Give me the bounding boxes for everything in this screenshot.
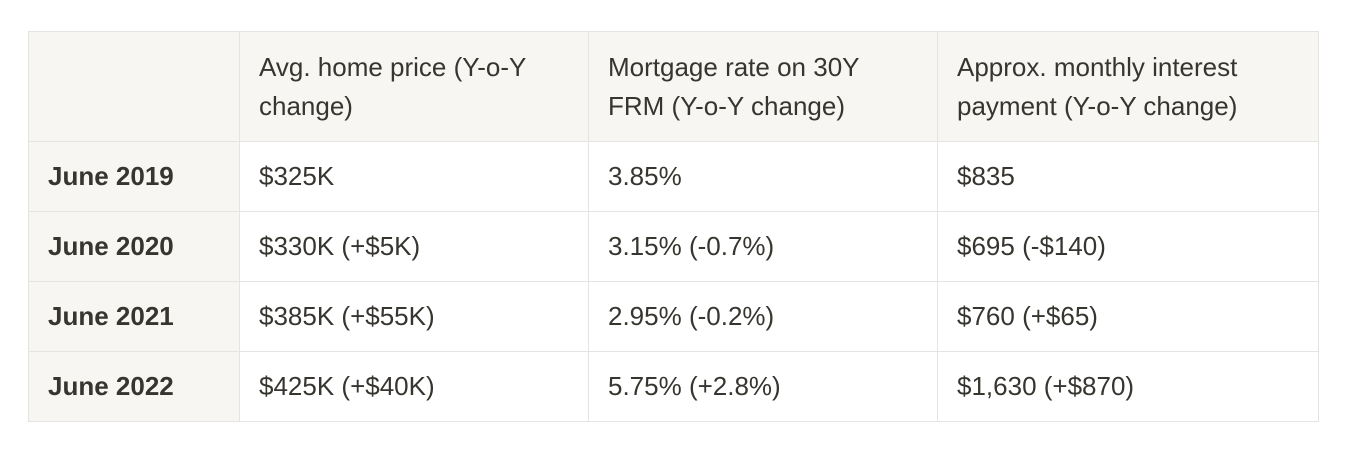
row-header-cell: June 2021 [28,281,240,352]
header-cell-home-price: Avg. home price (Y-o-Y change) [239,31,589,142]
mortgage-rate-cell: 5.75% (+2.8%) [588,351,938,422]
header-cell-empty [28,31,240,142]
home-price-cell: $425K (+$40K) [239,351,589,422]
home-price-cell: $330K (+$5K) [239,211,589,282]
row-header-cell: June 2020 [28,211,240,282]
header-cell-mortgage-rate: Mortgage rate on 30Y FRM (Y-o-Y change) [588,31,938,142]
monthly-payment-cell: $760 (+$65) [937,281,1319,352]
table-row: June 2019 $325K 3.85% $835 [28,141,1319,212]
home-price-cell: $325K [239,141,589,212]
comparison-table-container: Avg. home price (Y-o-Y change) Mortgage … [28,31,1319,422]
mortgage-rate-cell: 2.95% (-0.2%) [588,281,938,352]
home-price-cell: $385K (+$55K) [239,281,589,352]
header-cell-monthly-payment: Approx. monthly interest payment (Y-o-Y … [937,31,1319,142]
table-header-row: Avg. home price (Y-o-Y change) Mortgage … [28,31,1319,142]
table-row: June 2021 $385K (+$55K) 2.95% (-0.2%) $7… [28,281,1319,352]
table-row: June 2020 $330K (+$5K) 3.15% (-0.7%) $69… [28,211,1319,282]
monthly-payment-cell: $1,630 (+$870) [937,351,1319,422]
mortgage-rate-cell: 3.85% [588,141,938,212]
monthly-payment-cell: $835 [937,141,1319,212]
monthly-payment-cell: $695 (-$140) [937,211,1319,282]
row-header-cell: June 2019 [28,141,240,212]
mortgage-rate-cell: 3.15% (-0.7%) [588,211,938,282]
table-row: June 2022 $425K (+$40K) 5.75% (+2.8%) $1… [28,351,1319,422]
housing-cost-table: Avg. home price (Y-o-Y change) Mortgage … [28,31,1319,422]
row-header-cell: June 2022 [28,351,240,422]
